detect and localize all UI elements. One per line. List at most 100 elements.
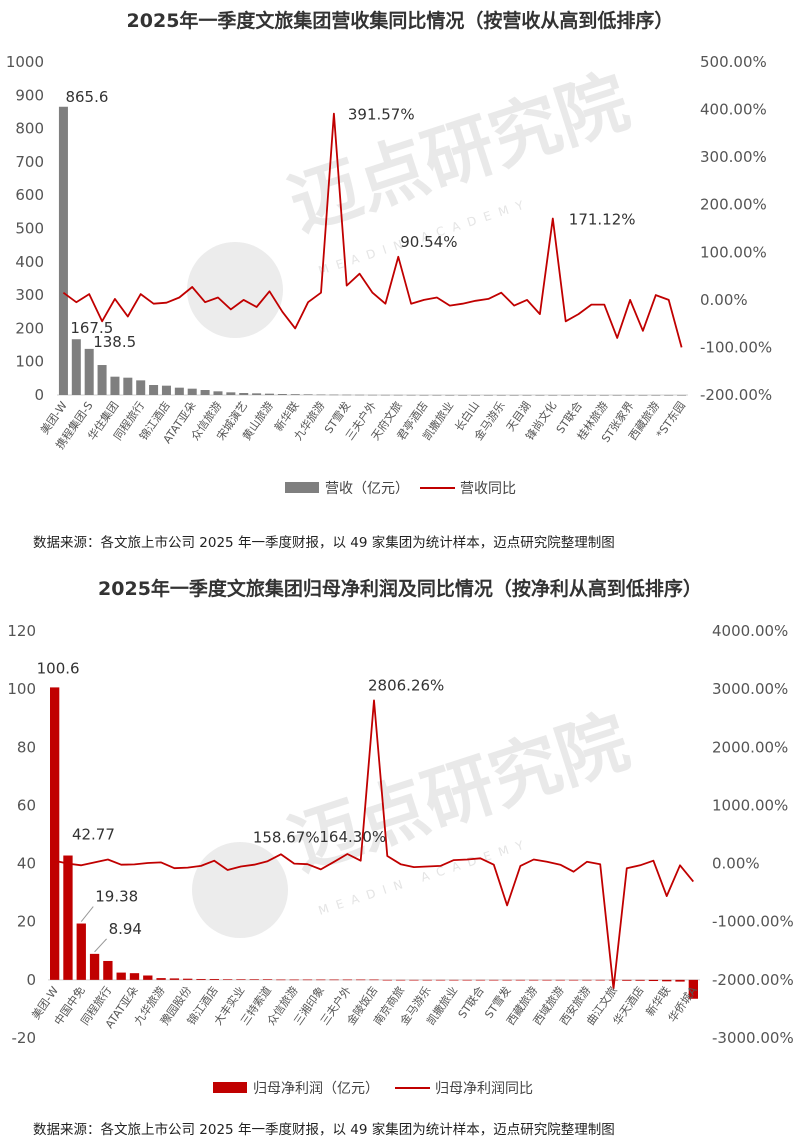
bar [625, 394, 635, 396]
bar [264, 393, 274, 395]
source-note: 数据来源：各文旅上市公司 2025 年一季度财报，以 49 家集团为统计样本，迈… [33, 1121, 615, 1138]
bar [475, 979, 486, 981]
bar [355, 394, 365, 396]
bar [489, 979, 499, 981]
bar [89, 953, 100, 980]
bar [236, 979, 246, 980]
line-path [54, 699, 694, 990]
right-axis: -3000.00% -2000.00% -1000.00% 0.00% 1000.00%… [712, 622, 794, 1047]
bars [58, 106, 687, 396]
annotation-label: 100.6 [37, 659, 80, 677]
bar [110, 376, 120, 395]
bar [622, 979, 632, 981]
right-tick-label: 3000.00% [712, 680, 788, 698]
bar [509, 394, 519, 396]
bar [276, 979, 286, 981]
legend-line-label: 营收同比 [460, 481, 516, 497]
bars [49, 687, 699, 999]
bar [249, 979, 259, 980]
bar [58, 106, 68, 396]
right-tick-label: 4000.00% [712, 622, 788, 640]
watermark: 迈点研究院 MEADIN ACADEMY [187, 60, 638, 338]
bar [290, 394, 300, 395]
left-tick-label: 60 [17, 796, 36, 814]
bar [561, 394, 571, 396]
legend-bar-label: 营收（亿元） [325, 481, 409, 497]
bar [582, 979, 592, 981]
right-tick-label: 200.00% [700, 196, 767, 214]
annotation-label: 138.5 [93, 333, 136, 351]
left-tick-label: 600 [15, 186, 44, 204]
bar [49, 687, 60, 980]
annotation-label: 2806.26% [368, 676, 444, 694]
bar [409, 979, 419, 981]
bar [612, 394, 622, 396]
bar [252, 393, 262, 395]
bar [187, 388, 197, 395]
bar [382, 979, 392, 981]
line-series [62, 112, 683, 348]
bar [342, 979, 353, 981]
bar [435, 979, 446, 981]
right-tick-label: 1000.00% [712, 796, 788, 814]
watermark: 迈点研究院 MEADIN ACADEMY [192, 700, 638, 938]
bar [262, 979, 273, 980]
annotation-label: 391.57% [348, 106, 415, 124]
left-tick-label: 700 [15, 153, 44, 171]
annotation-label: 167.5 [70, 319, 113, 337]
left-tick-label: 400 [15, 253, 44, 271]
bar [289, 979, 299, 981]
right-tick-label: 100.00% [700, 243, 767, 261]
left-tick-label: -20 [12, 1029, 37, 1047]
right-tick-label: -100.00% [700, 338, 772, 356]
bar [458, 394, 468, 396]
bar [183, 978, 193, 980]
left-tick-label: 300 [15, 286, 44, 304]
bar [97, 365, 107, 395]
bar [239, 393, 249, 395]
category-label: 华侨城A [665, 983, 700, 1025]
bar [651, 394, 661, 396]
annotation-label: 90.54% [400, 233, 457, 251]
bar [529, 979, 539, 981]
bar [688, 979, 699, 999]
bar [329, 979, 339, 981]
right-tick-label: -2000.00% [712, 971, 794, 989]
bar [369, 979, 379, 981]
bar [123, 377, 133, 395]
bar [277, 394, 287, 395]
bar [209, 978, 219, 980]
right-tick-label: 0.00% [712, 855, 760, 873]
bar [677, 394, 687, 396]
bar [393, 394, 403, 396]
bar [595, 979, 605, 981]
right-tick-label: 500.00% [700, 53, 767, 71]
annotations: 100.6 42.77 19.38 8.94 158.67% 164.30% 2806.26… [37, 659, 444, 953]
bar [445, 394, 455, 396]
bar [449, 979, 459, 981]
bar [149, 385, 159, 395]
bar [116, 972, 126, 980]
left-tick-label: 40 [17, 855, 36, 873]
legend-bar-swatch [285, 482, 319, 493]
bar [406, 394, 416, 396]
bar [568, 979, 579, 981]
chart-title: 2025年一季度文旅集团归母净利润及同比情况（按净利从高到低排序） [98, 577, 702, 600]
bar [599, 394, 609, 396]
left-tick-label: 0 [26, 971, 36, 989]
bar [548, 394, 558, 396]
bar [380, 394, 390, 396]
annotation-label: 171.12% [569, 210, 636, 228]
chart-title: 2025年一季度文旅集团营收集同比情况（按营收从高到低排序） [127, 9, 674, 32]
bar [226, 392, 236, 395]
bar [555, 979, 565, 981]
bar [675, 979, 685, 982]
legend-bar-swatch [213, 1082, 247, 1093]
category-labels: 美团-W中国中免同程旅行ATAT亚朵九华旅游豫园股份锦江酒店大丰实业三特索道众信… [29, 983, 700, 1031]
right-axis: -200.00% -100.00% 0.00% 100.00% 200.00% 300.0… [700, 53, 772, 404]
line-path [62, 112, 683, 348]
bar [522, 394, 532, 396]
left-tick-label: 20 [17, 913, 36, 931]
bar [586, 394, 596, 396]
annotation-label: 158.67% [253, 828, 320, 846]
